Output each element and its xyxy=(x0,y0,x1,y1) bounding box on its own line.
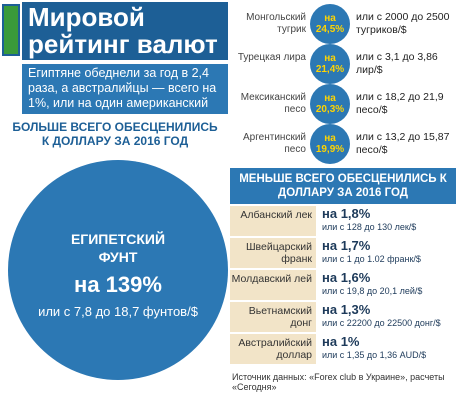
currency-detail: или с 13,2 до 15,87 песо/$ xyxy=(356,131,450,156)
source: Источник данных: «Forex club в Украине»,… xyxy=(232,372,445,392)
currency-value: на 1,6% или с 19,8 до 20,1 лей/$ xyxy=(318,270,456,300)
currency-name: Мексиканский песо xyxy=(240,92,306,115)
currency-name: Вьетнамский донг xyxy=(230,302,316,332)
least-heading: МЕНЬШЕ ВСЕГО ОБЕСЦЕНИЛИСЬ К ДОЛЛАРУ ЗА 2… xyxy=(230,168,456,204)
currency-detail: или с 2000 до 2500 тугриков/$ xyxy=(356,11,450,36)
change-circle: на 19,9% xyxy=(310,124,350,164)
detail: или с 1 до 1.02 франк/$ xyxy=(322,254,421,264)
currency-name: Албанский лек xyxy=(230,206,316,236)
change-circle: на 24,5% xyxy=(310,4,350,44)
detail: или с 19,8 до 20,1 лей/$ xyxy=(322,286,423,296)
title: Мировой рейтинг валют xyxy=(22,2,228,60)
detail: или с 1,35 до 1,36 AUD/$ xyxy=(322,350,427,360)
change: на 1,7% xyxy=(322,238,371,253)
detail: или с 22200 до 22500 донг/$ xyxy=(322,318,441,328)
change: на 1,6% xyxy=(322,270,371,285)
currency-name: Молдавский лей xyxy=(230,270,316,300)
change: на 1,8% xyxy=(322,206,371,221)
icon xyxy=(2,4,20,56)
most-detail: или с 7,8 до 18,7 фунтов/$ xyxy=(38,304,198,319)
most-name: ЕГИПЕТСКИЙ ФУНТ xyxy=(70,231,166,265)
change: на 1% xyxy=(322,334,360,349)
currency-name: Монгольский тугрик xyxy=(246,12,306,35)
change-circle: на 20,3% xyxy=(310,84,350,124)
subtitle: Египтяне обеднели за год в 2,4 раза, а а… xyxy=(22,64,228,125)
most-change: на 139% xyxy=(74,272,162,297)
currency-value: на 1% или с 1,35 до 1,36 AUD/$ xyxy=(318,334,456,364)
most-circle: ЕГИПЕТСКИЙ ФУНТ на 139% или с 7,8 до 18,… xyxy=(8,160,228,380)
currency-detail: или с 3,1 до 3,86 лир/$ xyxy=(356,51,438,76)
currency-name: Турецкая лира xyxy=(237,52,306,63)
detail: или с 128 до 130 лек/$ xyxy=(322,222,417,232)
currency-detail: или с 18,2 до 21,9 песо/$ xyxy=(356,91,444,116)
change-circle: на 21,4% xyxy=(310,44,350,84)
most-heading: БОЛЬШЕ ВСЕГО ОБЕСЦЕНИЛИСЬ К ДОЛЛАРУ ЗА 2… xyxy=(12,120,218,148)
currency-value: на 1,8% или с 128 до 130 лек/$ xyxy=(318,206,456,236)
currency-name: Аргентинский песо xyxy=(243,132,306,155)
currency-value: на 1,3% или с 22200 до 22500 донг/$ xyxy=(318,302,456,332)
currency-value: на 1,7% или с 1 до 1.02 франк/$ xyxy=(318,238,456,268)
currency-name: Швейцарский франк xyxy=(230,238,316,268)
currency-name: Австралийский доллар xyxy=(230,334,316,364)
change: на 1,3% xyxy=(322,302,371,317)
